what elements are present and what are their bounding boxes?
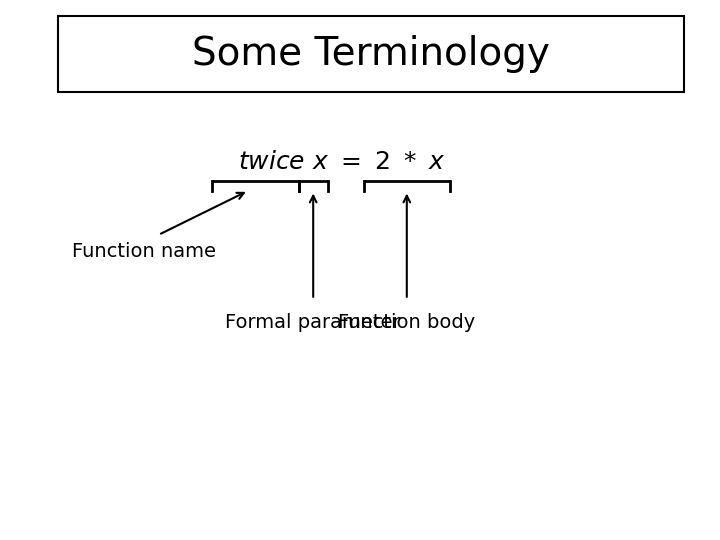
Text: $\mathit{twice}\ \mathit{x}\ =\ 2\ *\ \mathit{x}$: $\mathit{twice}\ \mathit{x}\ =\ 2\ *\ \m… (238, 150, 446, 174)
Text: Formal parameter: Formal parameter (225, 313, 401, 332)
Text: Some Terminology: Some Terminology (192, 35, 550, 73)
Text: Function body: Function body (338, 313, 475, 332)
FancyBboxPatch shape (58, 16, 684, 92)
Text: Function name: Function name (72, 241, 216, 261)
